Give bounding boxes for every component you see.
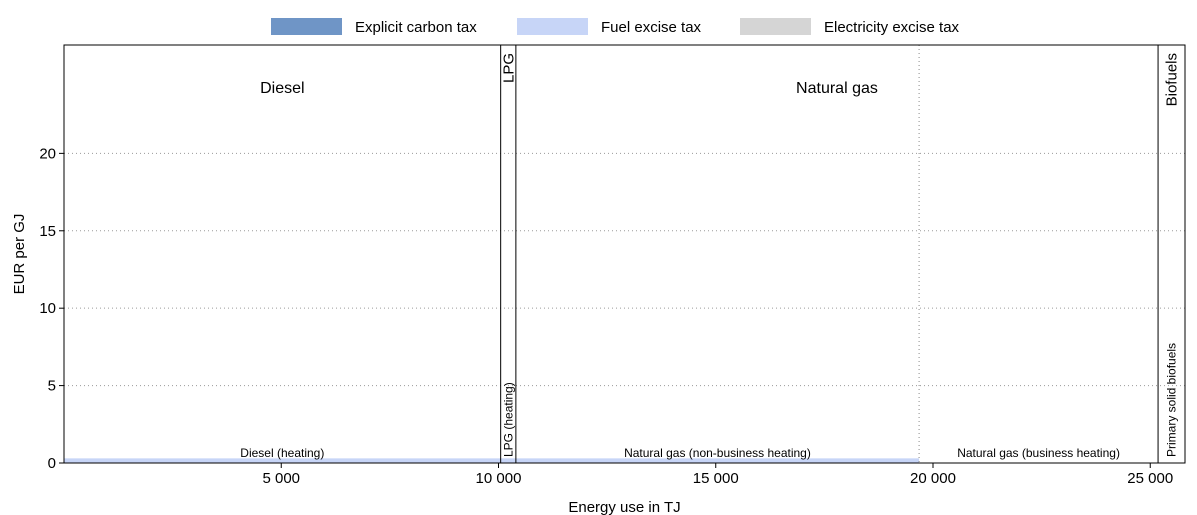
- legend-item: Fuel excise tax: [517, 18, 702, 36]
- legend-label: Electricity excise tax: [824, 19, 960, 36]
- legend-swatch: [740, 18, 811, 35]
- y-tick-label: 20: [39, 145, 56, 162]
- legend-label: Fuel excise tax: [601, 19, 702, 36]
- legend-swatch: [517, 18, 588, 35]
- segment-labels: Diesel (heating) LPG (heating) Natural gas…: [240, 343, 1178, 460]
- bar-fuel-excise-0: [64, 458, 501, 463]
- x-tick-label: 25 000: [1127, 470, 1173, 487]
- legend: Explicit carbon tax Fuel excise tax Electr…: [271, 18, 960, 36]
- bar-fuel-excise-2: [515, 458, 920, 463]
- fuel-group-label: Biofuels: [1164, 53, 1181, 106]
- x-tick-label: 15 000: [693, 470, 739, 487]
- segment-label: Primary solid biofuels: [1165, 343, 1179, 457]
- legend-item: Explicit carbon tax: [271, 18, 477, 36]
- dividers: [500, 45, 1159, 463]
- x-tick-label: 20 000: [910, 470, 956, 487]
- plot-frame: [63, 44, 1186, 464]
- x-axis: 5 000 10 000 15 000 20 000 25 000: [262, 463, 1173, 487]
- fuel-group-label: Diesel: [260, 80, 304, 97]
- fuel-group-label: LPG: [500, 53, 517, 83]
- x-tick-label: 10 000: [476, 470, 522, 487]
- segment-label: Diesel (heating): [240, 446, 324, 460]
- y-axis: 0 5 10 15 20: [39, 145, 64, 472]
- legend-item: Electricity excise tax: [740, 18, 960, 36]
- x-tick-label: 5 000: [262, 470, 300, 487]
- segment-label: Natural gas (non-business heating): [624, 446, 811, 460]
- y-tick-label: 15: [39, 223, 56, 240]
- y-tick-label: 5: [48, 378, 56, 395]
- fuel-group-labels: Diesel LPG Natural gas Biofuels: [260, 53, 1180, 106]
- gridlines: [64, 152, 1185, 387]
- legend-label: Explicit carbon tax: [355, 19, 477, 36]
- bar-fuel-excise-1: [500, 458, 516, 463]
- y-axis-label: EUR per GJ: [11, 214, 28, 295]
- x-axis-label: Energy use in TJ: [568, 499, 680, 515]
- y-tick-label: 0: [48, 455, 56, 472]
- legend-swatch: [271, 18, 342, 35]
- segment-label: LPG (heating): [501, 382, 515, 457]
- y-tick-label: 10: [39, 300, 56, 317]
- bars: [64, 458, 920, 463]
- segment-label: Natural gas (business heating): [957, 446, 1120, 460]
- fuel-group-label: Natural gas: [796, 80, 878, 97]
